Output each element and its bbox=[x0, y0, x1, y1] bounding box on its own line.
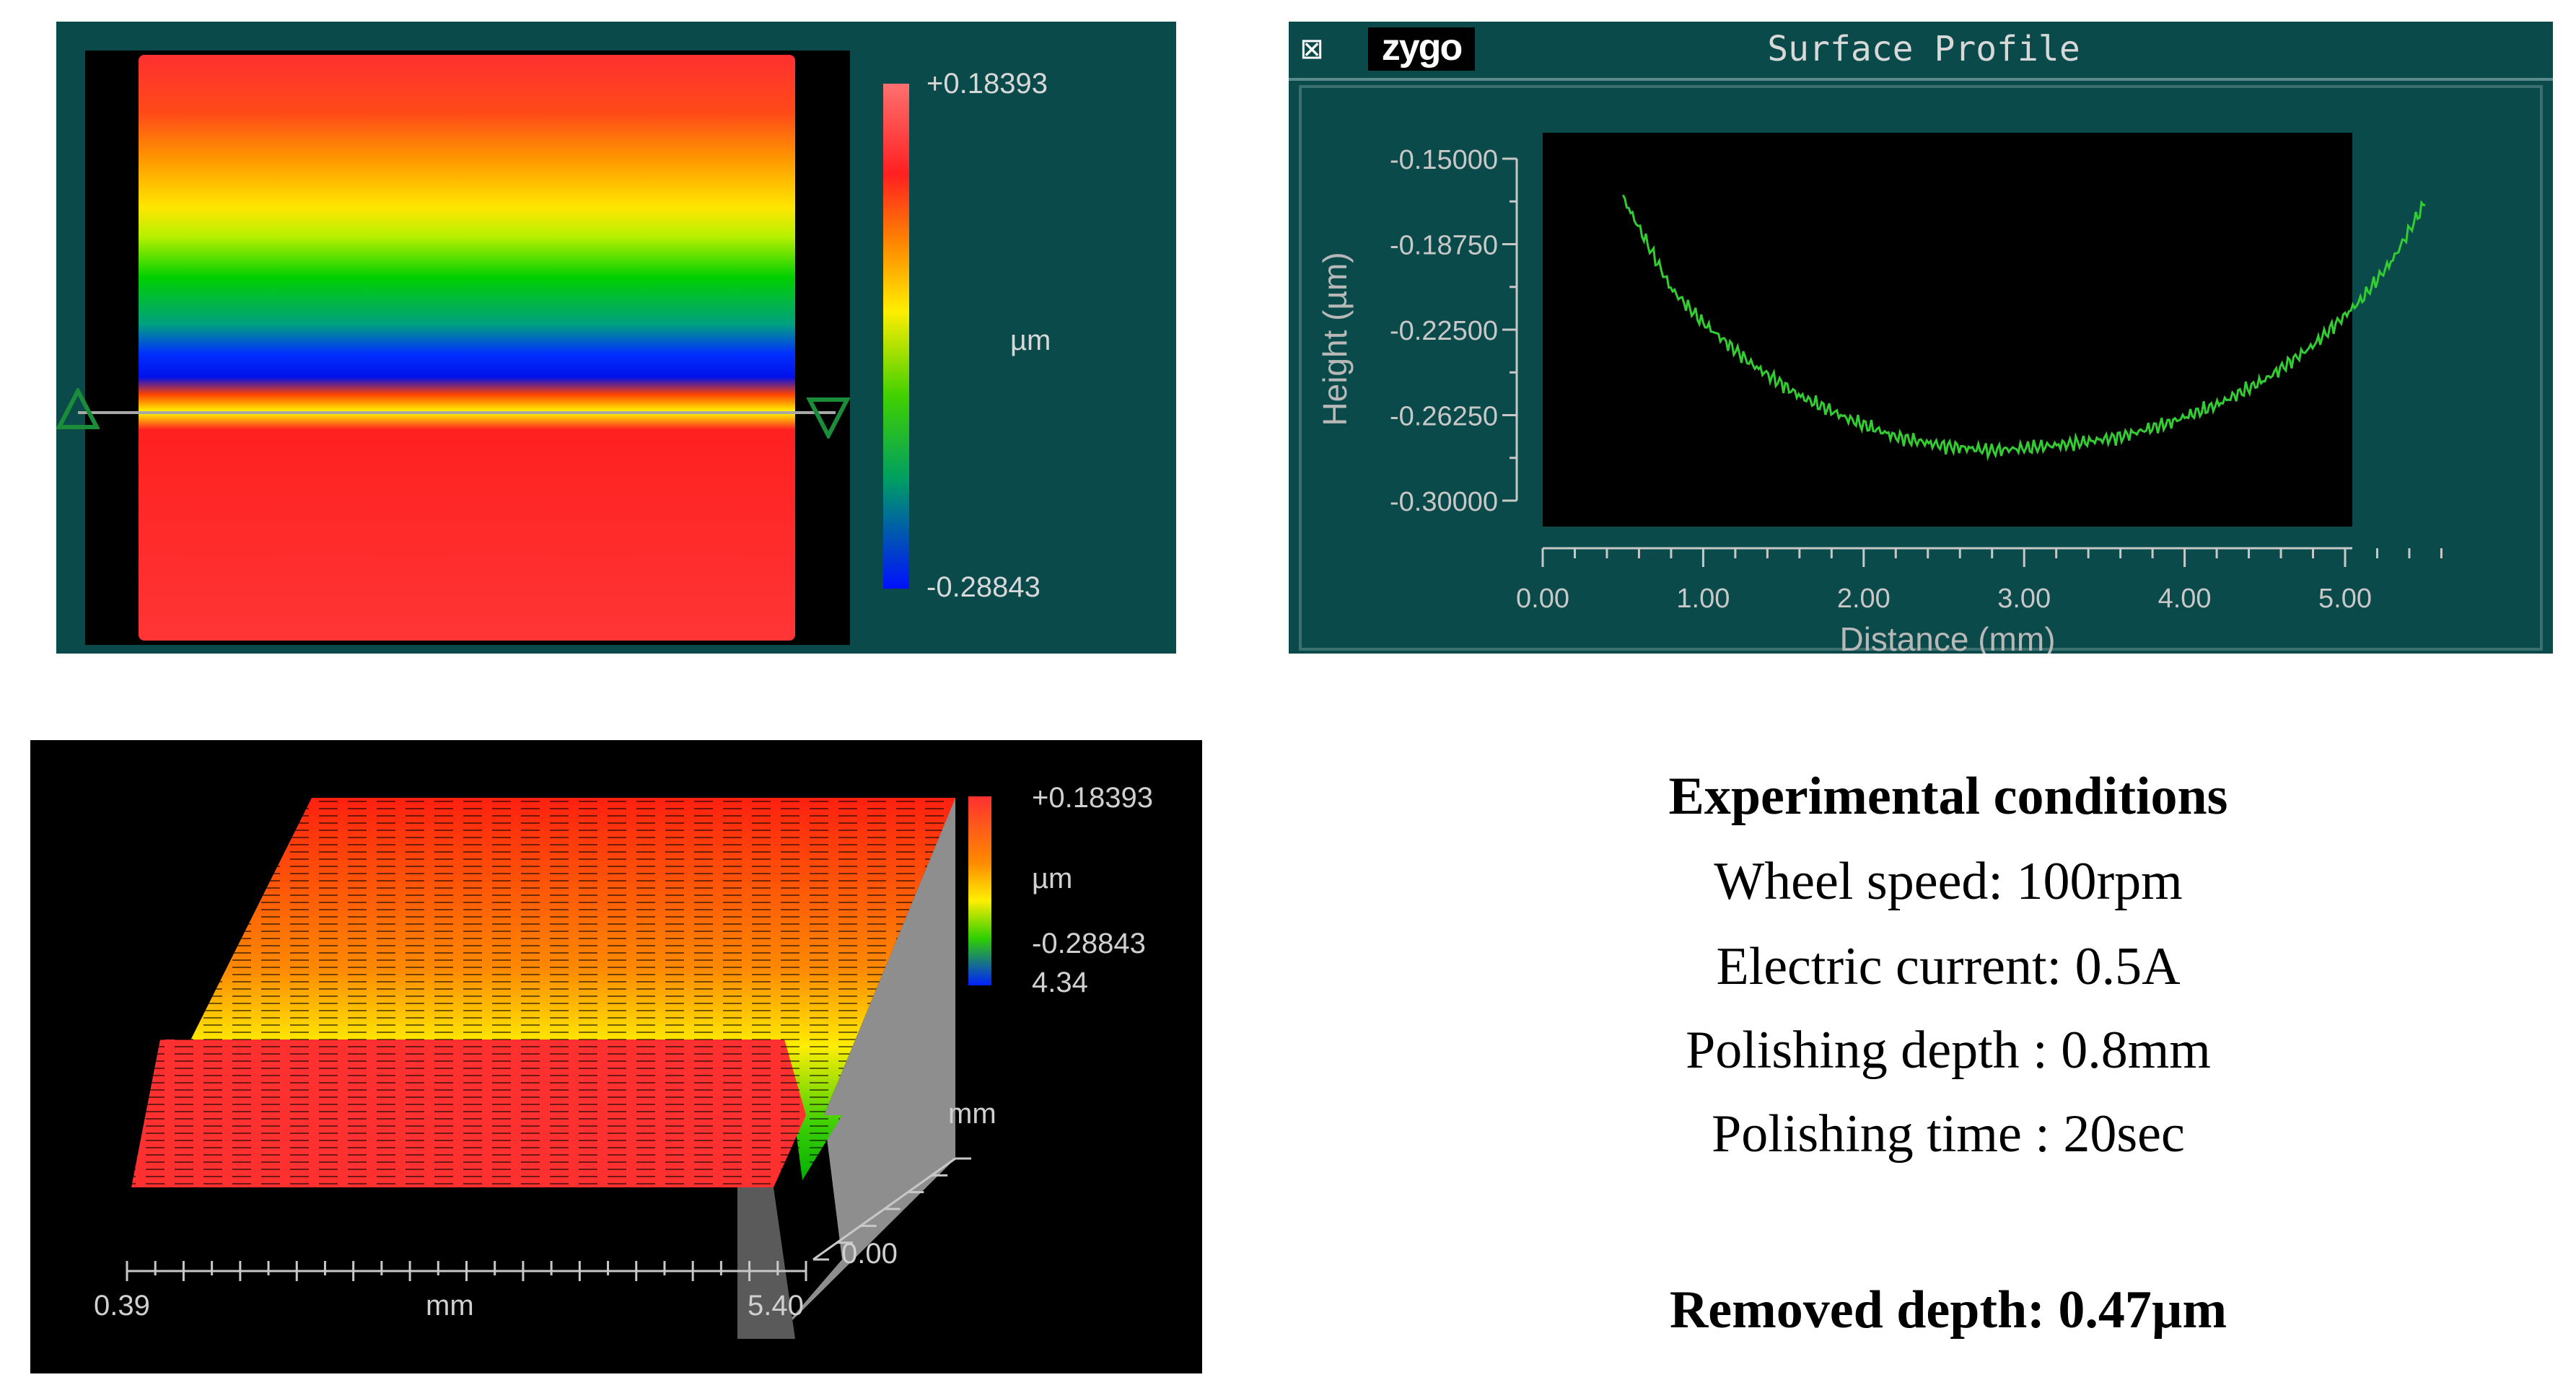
surface-3d-panel: +0.18393 µm -0.28843 4.34 mm 0.00 0.39 m… bbox=[30, 740, 1202, 1373]
series-line-profile bbox=[1621, 194, 2426, 462]
x-max-label: 5.40 bbox=[748, 1290, 804, 1322]
y-tick-label: -0.30000 bbox=[1390, 487, 1498, 517]
removed-depth: Removed depth: 0.47µm bbox=[1669, 1280, 2227, 1340]
profile-end-marker[interactable] bbox=[807, 395, 850, 439]
profile-line bbox=[78, 411, 836, 414]
x-tick-label: 5.00 bbox=[2318, 584, 2372, 614]
surface-3d-plot bbox=[126, 796, 991, 1339]
y-tick-label: -0.22500 bbox=[1390, 316, 1498, 346]
x-tick-label: 3.00 bbox=[1997, 584, 2051, 614]
plot-area bbox=[1543, 133, 2352, 527]
scale-unit-label: µm bbox=[1010, 325, 1051, 356]
zygo-logo: zygo bbox=[1368, 27, 1475, 71]
y-axis: -0.15000 -0.18750 -0.22500 -0.26250 -0.30000 bbox=[1390, 145, 1518, 517]
title-bar bbox=[1289, 22, 2553, 81]
polishing-time: Polishing time : 20sec bbox=[1712, 1104, 2185, 1164]
scale-max-label: +0.18393 bbox=[1032, 782, 1153, 814]
x-tick-label: 2.00 bbox=[1837, 584, 1891, 614]
scale-unit-label: µm bbox=[1032, 863, 1073, 894]
y-axis-line bbox=[812, 1157, 956, 1261]
x-axis: 0.00 1.00 2.00 3.00 4.00 5.00 bbox=[1516, 547, 2443, 614]
profile-start-marker[interactable] bbox=[56, 388, 100, 431]
polishing-depth: Polishing depth : 0.8mm bbox=[1686, 1021, 2211, 1080]
y-tick-label: -0.26250 bbox=[1390, 402, 1498, 432]
color-scale-bar bbox=[968, 796, 991, 985]
window-title: Surface Profile bbox=[1767, 29, 2080, 69]
y-tick-label: -0.18750 bbox=[1390, 231, 1498, 261]
conditions-heading: Experimental conditions bbox=[1668, 767, 2228, 826]
scale-max-label: +0.18393 bbox=[926, 68, 1048, 100]
y-min-label: 0.00 bbox=[841, 1238, 898, 1270]
chart-inner-border bbox=[1299, 85, 2543, 651]
x-axis-label: Distance (mm) bbox=[1839, 620, 2055, 654]
close-icon[interactable]: ⊠ bbox=[1300, 32, 1324, 66]
profile-window: ⊠ zygo Surface Profile -0.15000 -0.18750-… bbox=[1289, 22, 2553, 654]
wheel-speed: Wheel speed: 100rpm bbox=[1714, 852, 2183, 911]
y-axis-label: Height (µm) bbox=[1316, 252, 1354, 426]
surface-front-edge bbox=[737, 1187, 795, 1339]
y-unit-label: mm bbox=[948, 1098, 996, 1130]
surface-map-panel: +0.18393 µm -0.28843 bbox=[56, 22, 1176, 654]
x-tick-label: 4.00 bbox=[2158, 584, 2212, 614]
x-unit-label: mm bbox=[426, 1290, 474, 1322]
zygo-logo-text: zygo bbox=[1381, 27, 1463, 69]
color-scale-bar bbox=[883, 84, 909, 589]
x-min-label: 0.39 bbox=[94, 1290, 150, 1322]
y-tick-label: -0.15000 bbox=[1390, 145, 1498, 175]
x-axis-ticks bbox=[126, 1157, 971, 1281]
y-max-label: 4.34 bbox=[1032, 967, 1088, 998]
scale-min-label: -0.28843 bbox=[1032, 928, 1146, 959]
surface-right-wall bbox=[774, 798, 955, 1339]
electric-current: Electric current: 0.5A bbox=[1716, 937, 2181, 996]
surface-profile-chart: -0.15000 -0.18750 -0.22500 -0.26250 -0.30000… bbox=[1316, 133, 2443, 654]
scale-min-label: -0.28843 bbox=[926, 571, 1041, 603]
x-tick-label: 0.00 bbox=[1516, 584, 1569, 614]
surface-color-map bbox=[139, 55, 795, 641]
x-tick-label: 1.00 bbox=[1676, 584, 1730, 614]
